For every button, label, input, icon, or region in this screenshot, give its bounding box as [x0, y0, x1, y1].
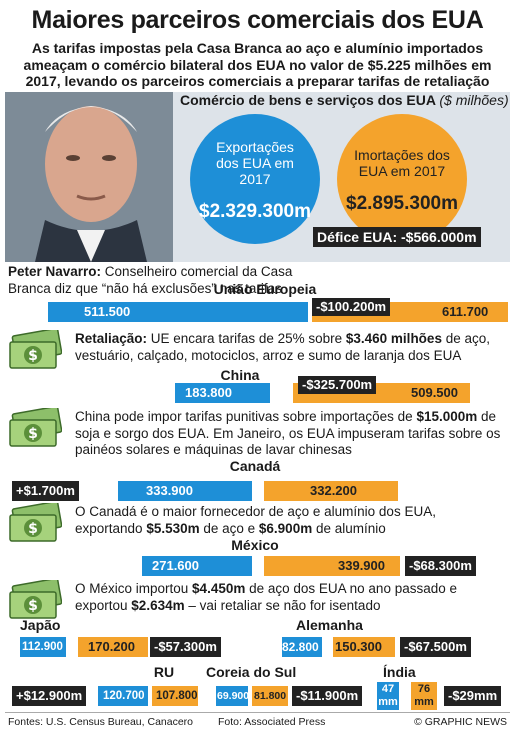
korea-import-bar: 81.800: [252, 686, 288, 706]
money-icon: $: [9, 580, 62, 619]
germany-balance-tag: -$67.500m: [400, 637, 471, 657]
uk-import-bar: 107.800: [152, 686, 198, 706]
eu-export-bar: 511.500: [48, 302, 308, 322]
india-balance-tag: -$29mm: [444, 686, 502, 706]
canada-import-bar: 332.200: [264, 481, 398, 501]
exports-label: Exportações dos EUA em 2017: [216, 139, 294, 187]
germany-import-bar: 150.300: [333, 637, 395, 657]
germany-header: Alemanha: [296, 617, 363, 633]
photo-caption: Peter Navarro: Conselheiro comercial da …: [8, 264, 308, 297]
page-title: Maiores parceiros comerciais dos EUA: [31, 6, 484, 34]
korea-header: Coreia do Sul: [206, 664, 297, 680]
mexico-note: O México importou $4.450m de aço dos EUA…: [75, 581, 457, 613]
canada-balance-tag: +$1.700m: [12, 481, 79, 501]
korea-export-bar: 69.900: [216, 686, 249, 706]
overview-unit: ($ milhões): [439, 92, 509, 108]
caption-name: Peter Navarro:: [8, 264, 102, 279]
canada-note: O Canadá é o maior fornecedor de aço e a…: [75, 504, 436, 536]
caption-text: Conselheiro comercial da Casa Branca diz…: [8, 264, 293, 296]
deficit-label: Défice EUA: -$566.000m: [317, 229, 477, 245]
japan-import-bar: 170.200: [78, 637, 148, 657]
imports-circle: Imortações dos EUA em 2017 $2.895.300m: [337, 114, 467, 244]
china-header: China: [220, 367, 260, 383]
imports-value: $2.895.300m: [346, 193, 458, 214]
mexico-header: México: [231, 537, 279, 553]
uk-export-bar: 120.700: [98, 686, 148, 706]
footer-copyright: © GRAPHIC NEWS: [414, 716, 507, 728]
mexico-import-bar: 339.900: [264, 556, 400, 576]
money-icon: $: [9, 408, 62, 447]
svg-text:$: $: [28, 348, 38, 364]
canada-export-bar: 333.900: [118, 481, 252, 501]
money-icon: $: [9, 503, 62, 542]
portrait-illustration: [5, 92, 173, 262]
china-balance-tag: -$325.700m: [298, 376, 377, 394]
svg-text:$: $: [28, 426, 38, 442]
germany-export-bar: 82.800: [282, 637, 322, 657]
exports-value: $2.329.300m: [199, 201, 311, 222]
india-export-bar: 47 mm: [377, 682, 399, 710]
svg-text:$: $: [28, 598, 38, 614]
eu-note: Retaliação: UE encara tarifas de 25% sob…: [75, 331, 490, 363]
japan-balance-tag: -$57.300m: [150, 637, 221, 657]
canada-header: Canadá: [229, 458, 281, 474]
imports-label: Imortações dos EUA em 2017: [354, 147, 450, 179]
exports-circle: Exportações dos EUA em 2017 $2.329.300m: [190, 114, 320, 244]
footer-photo-credit: Foto: Associated Press: [218, 716, 326, 728]
mexico-balance-tag: -$68.300m: [405, 556, 476, 576]
china-export-bar: 183.800: [175, 383, 270, 403]
eu-balance-tag: -$100.200m: [312, 298, 391, 316]
deficit-tag: Défice EUA: -$566.000m: [313, 227, 481, 247]
svg-text:$: $: [28, 521, 38, 537]
japan-header: Japão: [20, 617, 61, 633]
footer-divider: [5, 712, 510, 713]
china-note: China pode impor tarifas punitivas sobre…: [75, 409, 501, 457]
korea-balance-tag: -$11.900m: [292, 686, 363, 706]
japan-export-bar: 112.900: [20, 637, 66, 657]
india-import-bar: 76 mm: [411, 682, 437, 710]
footer-sources: Fontes: U.S. Census Bureau, Canacero: [8, 716, 194, 728]
mexico-export-bar: 271.600: [142, 556, 252, 576]
india-header: Índia: [383, 664, 416, 680]
portrait-photo: [5, 92, 173, 262]
eu-header: União Europeia: [213, 281, 317, 297]
overview-heading: Comércio de bens e serviços dos EUA ($ m…: [180, 92, 509, 108]
money-icon: $: [9, 330, 62, 369]
uk-header: RU: [153, 664, 175, 680]
uk-balance-tag: +$12.900m: [12, 686, 87, 706]
